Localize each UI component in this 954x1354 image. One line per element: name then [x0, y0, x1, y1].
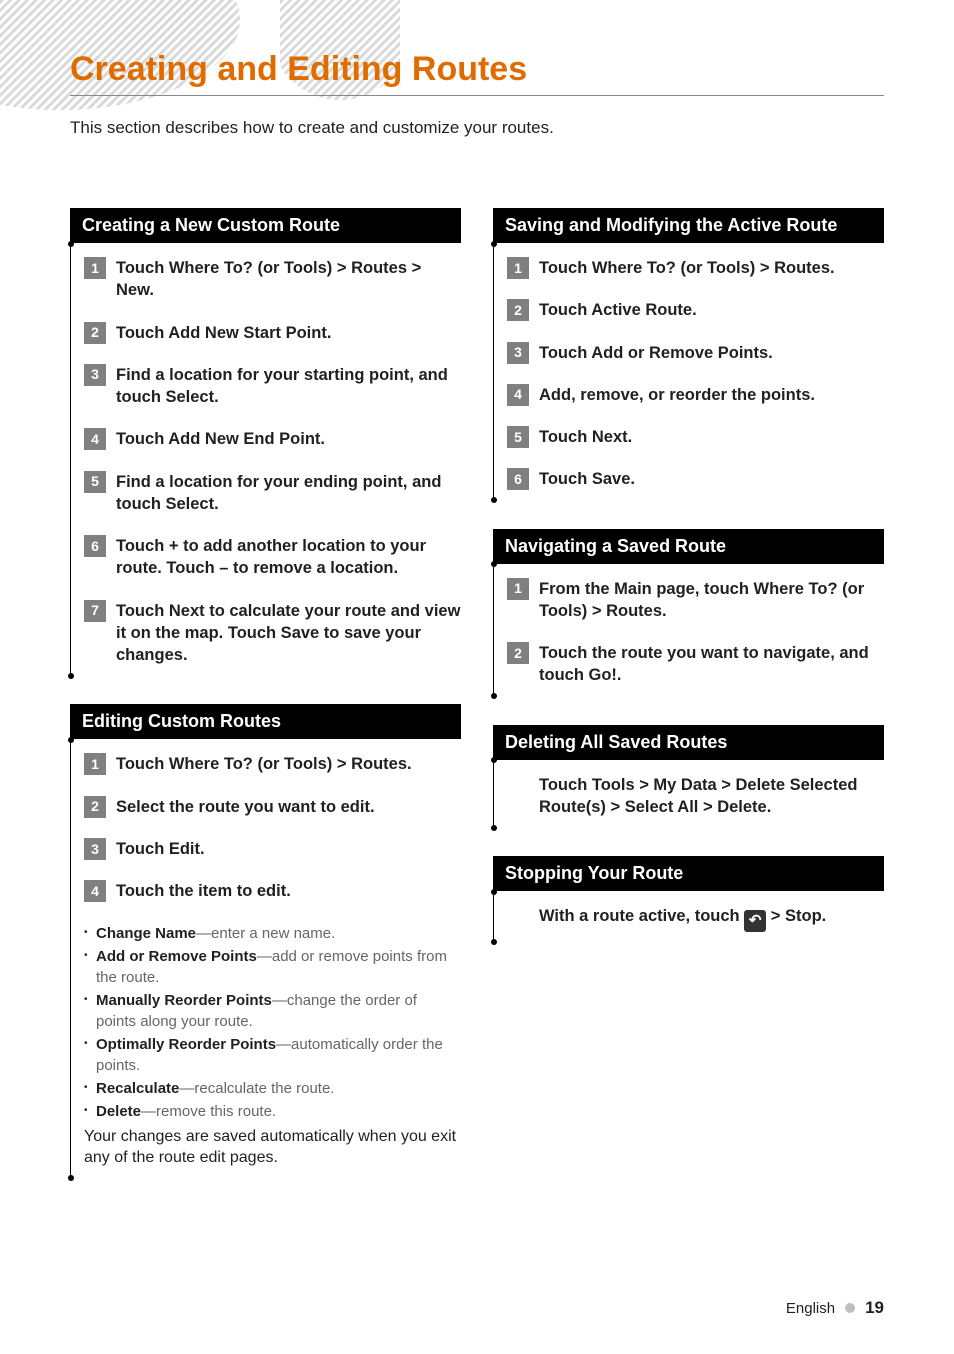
step-text: Touch the route you want to navigate, an…: [539, 642, 884, 687]
edit-options-list: Change Name—enter a new name. Add or Rem…: [84, 923, 461, 1122]
step-number: 3: [84, 838, 106, 860]
section-create-route: Creating a New Custom Route 1 Touch Where…: [70, 208, 461, 676]
list-item: Optimally Reorder Points—automatically o…: [84, 1034, 461, 1076]
footer-page-number: 19: [865, 1298, 884, 1318]
list-item: Add or Remove Points—add or remove point…: [84, 946, 461, 988]
step-text: Find a location for your ending point, a…: [116, 471, 461, 516]
step-number: 2: [84, 322, 106, 344]
step-text: Touch + to add another location to your …: [116, 535, 461, 580]
intro-text: This section describes how to create and…: [70, 118, 884, 138]
step-number: 1: [84, 753, 106, 775]
step-text: From the Main page, touch Where To? (or …: [539, 578, 884, 623]
step-text: With a route active, touch ↶ > Stop.: [507, 905, 884, 932]
step-number: 7: [84, 600, 106, 622]
step-text: Touch Add New End Point.: [116, 428, 461, 450]
step-text: Touch Add or Remove Points.: [539, 342, 884, 364]
section-stop-route: Stopping Your Route With a route active,…: [493, 856, 884, 942]
page-footer: English 19: [786, 1298, 884, 1318]
section-delete-all: Deleting All Saved Routes Touch Tools > …: [493, 725, 884, 829]
step-number: 3: [84, 364, 106, 386]
step-number: 4: [507, 384, 529, 406]
footer-language: English: [786, 1300, 835, 1317]
step-text: Touch Save.: [539, 468, 884, 490]
step-text: Touch Edit.: [116, 838, 461, 860]
footer-dot-icon: [845, 1303, 855, 1313]
step-text: Touch Where To? (or Tools) > Routes > Ne…: [116, 257, 461, 302]
section-edit-routes: Editing Custom Routes 1 Touch Where To? (…: [70, 704, 461, 1178]
step-number: 1: [84, 257, 106, 279]
step-number: 5: [84, 471, 106, 493]
step-number: 4: [84, 428, 106, 450]
section-heading: Editing Custom Routes: [70, 704, 461, 739]
list-item: Recalculate—recalculate the route.: [84, 1078, 461, 1099]
step-text: Touch Where To? (or Tools) > Routes.: [539, 257, 884, 279]
step-text: Touch Active Route.: [539, 299, 884, 321]
step-text: Add, remove, or reorder the points.: [539, 384, 884, 406]
step-number: 3: [507, 342, 529, 364]
step-text: Find a location for your starting point,…: [116, 364, 461, 409]
step-text: Touch Add New Start Point.: [116, 322, 461, 344]
step-number: 1: [507, 257, 529, 279]
section-save-modify: Saving and Modifying the Active Route 1T…: [493, 208, 884, 501]
step-text: Touch Next.: [539, 426, 884, 448]
step-text: Select the route you want to edit.: [116, 796, 461, 818]
step-number: 2: [507, 642, 529, 664]
back-arrow-icon: ↶: [744, 910, 766, 932]
list-item: Delete—remove this route.: [84, 1101, 461, 1122]
list-item: Manually Reorder Points—change the order…: [84, 990, 461, 1032]
step-number: 4: [84, 880, 106, 902]
step-number: 6: [84, 535, 106, 557]
step-number: 2: [507, 299, 529, 321]
section-heading: Stopping Your Route: [493, 856, 884, 891]
section-heading: Saving and Modifying the Active Route: [493, 208, 884, 243]
section-heading: Creating a New Custom Route: [70, 208, 461, 243]
section-heading: Deleting All Saved Routes: [493, 725, 884, 760]
step-number: 1: [507, 578, 529, 600]
list-item: Change Name—enter a new name.: [84, 923, 461, 944]
step-text: Touch the item to edit.: [116, 880, 461, 902]
page-title: Creating and Editing Routes: [70, 50, 884, 96]
step-number: 5: [507, 426, 529, 448]
step-text: Touch Tools > My Data > Delete Selected …: [507, 774, 884, 819]
step-number: 2: [84, 796, 106, 818]
step-number: 6: [507, 468, 529, 490]
step-text: Touch Next to calculate your route and v…: [116, 600, 461, 667]
section-heading: Navigating a Saved Route: [493, 529, 884, 564]
step-text: Touch Where To? (or Tools) > Routes.: [116, 753, 461, 775]
section-navigate-saved: Navigating a Saved Route 1 From the Main …: [493, 529, 884, 697]
note-text: Your changes are saved automatically whe…: [84, 1126, 461, 1169]
